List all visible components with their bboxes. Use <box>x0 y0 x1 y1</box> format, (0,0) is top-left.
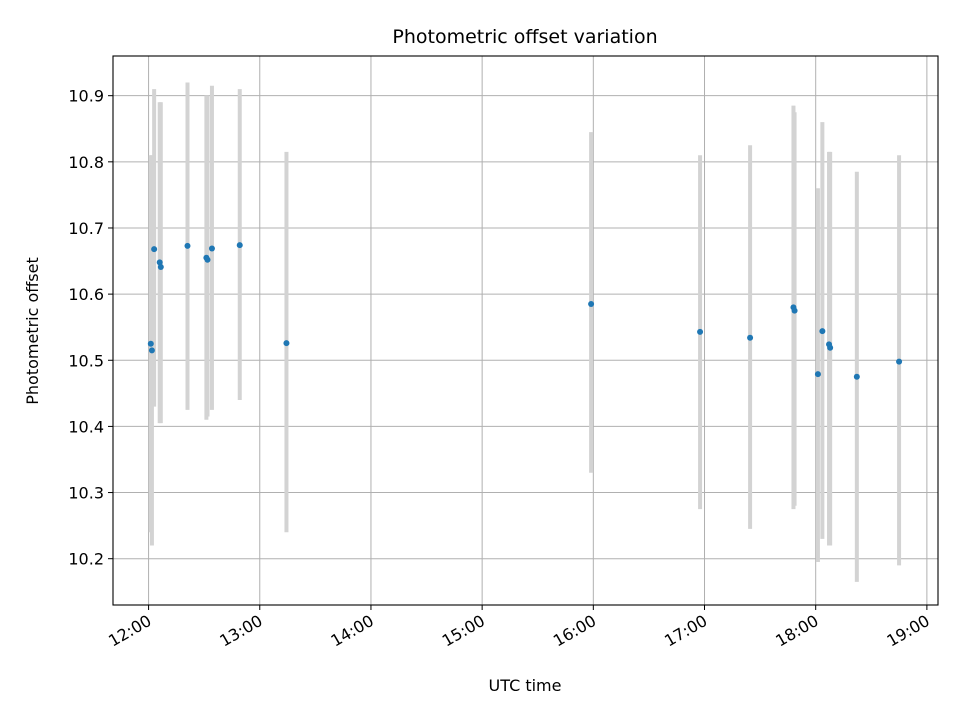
data-point <box>148 347 155 354</box>
y-axis-label: Photometric offset <box>23 257 42 405</box>
y-tick-label: 10.5 <box>68 351 104 370</box>
data-point <box>853 373 860 380</box>
data-point <box>204 256 211 263</box>
data-point <box>588 301 595 308</box>
y-tick-label: 10.2 <box>68 550 104 569</box>
y-tick-label: 10.9 <box>68 87 104 106</box>
y-tick-label: 10.7 <box>68 219 104 238</box>
data-point <box>819 328 826 335</box>
y-tick-label: 10.3 <box>68 484 104 503</box>
data-point <box>156 259 163 266</box>
chart-title: Photometric offset variation <box>392 26 657 48</box>
y-tick-label: 10.6 <box>68 285 104 304</box>
y-tick-label: 10.4 <box>68 417 104 436</box>
data-point <box>896 358 903 365</box>
data-point <box>747 334 754 341</box>
grid <box>113 56 938 605</box>
data-point <box>184 242 191 249</box>
data-point <box>827 344 834 351</box>
data-point <box>814 371 821 378</box>
y-axis-ticks: 10.2 10.3 10.4 10.5 10.6 10.7 10.8 10.9 <box>68 87 113 569</box>
data-point <box>147 340 154 347</box>
x-axis-label: UTC time <box>489 676 562 695</box>
y-tick-label: 10.8 <box>68 153 104 172</box>
data-point <box>151 246 158 253</box>
plot-area-frame <box>112 55 939 606</box>
data-point <box>697 328 704 335</box>
data-point <box>157 264 164 271</box>
data-point <box>208 245 215 252</box>
data-point <box>283 340 290 347</box>
data-point <box>236 242 243 249</box>
data-points <box>147 242 903 380</box>
data-point <box>791 307 798 314</box>
